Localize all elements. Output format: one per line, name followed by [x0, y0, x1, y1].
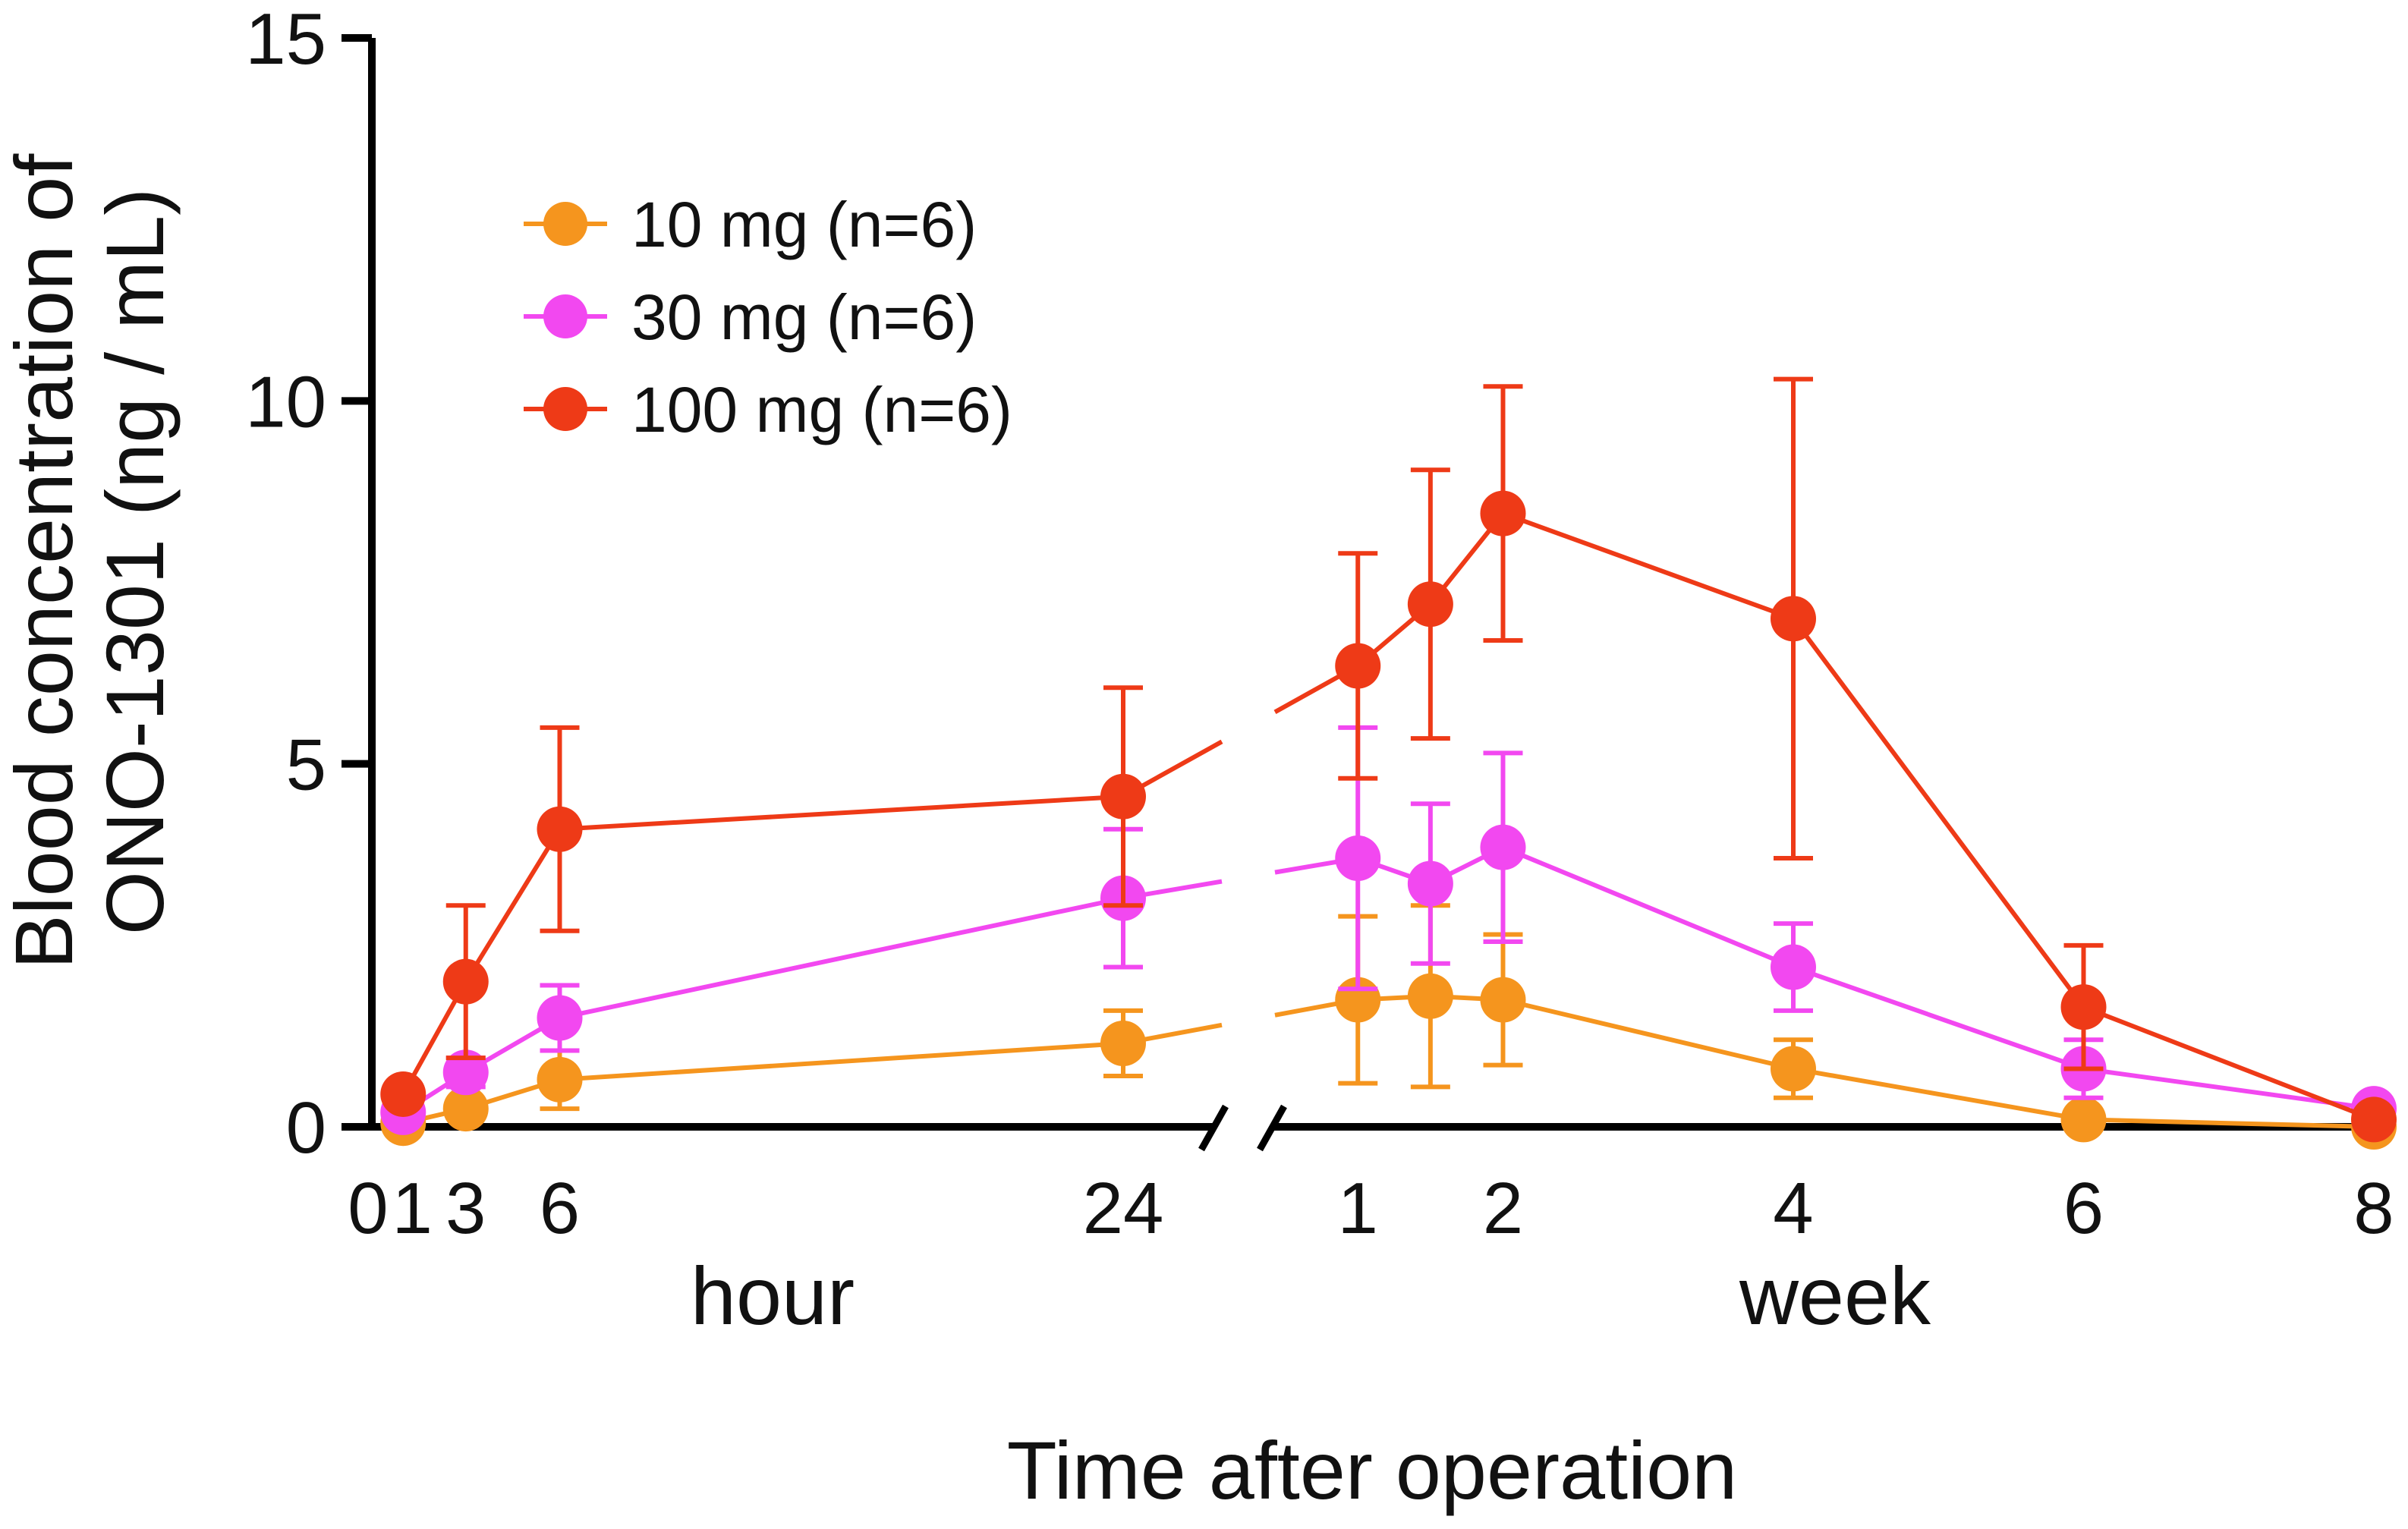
series-1 — [380, 725, 2397, 1135]
data-point — [1100, 1020, 1146, 1066]
data-point — [537, 995, 583, 1041]
data-point — [1335, 643, 1381, 689]
data-point — [442, 1086, 489, 1132]
series-line — [1793, 1066, 2085, 1122]
data-point — [442, 958, 489, 1005]
x-tick-label: 2 — [1483, 1168, 1523, 1249]
legend-label: 100 mg (n=6) — [631, 374, 1012, 445]
axis-break-mark-left — [1198, 1104, 1229, 1152]
week-unit-label: week — [1739, 1250, 1931, 1342]
data-point — [1480, 977, 1526, 1023]
y-axis-label-line1: Blood concentration of — [0, 153, 90, 970]
axes-layer — [368, 38, 2374, 1152]
legend-label: 10 mg (n=6) — [631, 189, 977, 260]
x-tick-label: 0 — [348, 1168, 388, 1249]
series-line — [2082, 1005, 2375, 1122]
x-ticks: 0 1 3 6 24 1 2 4 6 8 — [348, 1168, 2394, 1249]
data-point — [1771, 1046, 1816, 1092]
series-line — [464, 828, 562, 983]
series-line — [1793, 964, 2085, 1071]
series-line — [1502, 997, 1794, 1071]
y-tick-label: 15 — [245, 0, 326, 80]
y-tick-label: 5 — [286, 725, 326, 806]
series-line — [559, 794, 1124, 832]
series-line — [2083, 1117, 2375, 1129]
y-tick-label: 10 — [245, 361, 326, 442]
x-tick-label: 6 — [540, 1168, 580, 1249]
data-point — [2351, 1096, 2397, 1143]
legend-marker — [543, 294, 587, 338]
y-axis-label-line2: ONO-1301 (ng / mL) — [89, 188, 181, 935]
data-point — [1100, 773, 1146, 820]
data-point — [1480, 824, 1526, 870]
x-tick-label: 8 — [2353, 1168, 2394, 1249]
series-2 — [380, 376, 2397, 1143]
data-point — [1771, 944, 1816, 990]
data-point — [1771, 596, 1816, 642]
series-line — [1502, 511, 1795, 621]
data-point — [1335, 835, 1381, 882]
data-point — [1407, 581, 1453, 628]
hour-unit-label: hour — [691, 1250, 855, 1342]
y-tick-label: 0 — [286, 1087, 326, 1169]
data-point — [1407, 860, 1453, 907]
data-point — [2060, 984, 2107, 1030]
series-line — [1502, 845, 1795, 970]
data-point — [380, 1071, 427, 1117]
data-point — [537, 1056, 583, 1103]
x-tick-label: 4 — [1773, 1168, 1813, 1249]
series-0 — [380, 903, 2397, 1150]
legend-marker — [543, 387, 587, 431]
y-ticks: 0 5 10 15 — [245, 0, 372, 1169]
legend-marker — [543, 202, 587, 246]
series-line — [1791, 617, 2085, 1008]
x-tick-label: 1 — [1338, 1168, 1378, 1249]
data-point — [1407, 973, 1453, 1019]
data-point — [442, 1049, 489, 1096]
series-line — [559, 1040, 1124, 1082]
series-layer — [380, 376, 2397, 1150]
data-point — [537, 806, 583, 852]
legend: 10 mg (n=6) 30 mg (n=6) 100 mg (n=6) — [524, 189, 1012, 445]
data-point — [2060, 1096, 2107, 1143]
y-axis-label: Blood concentration of ONO-1301 (ng / mL… — [0, 153, 181, 970]
x-tick-label: 1 — [392, 1168, 433, 1249]
x-axis-label: Time after operation — [1007, 1424, 1737, 1516]
legend-label: 30 mg (n=6) — [631, 282, 977, 353]
data-point — [1480, 490, 1526, 536]
x-tick-label: 6 — [2063, 1168, 2104, 1249]
x-tick-label: 24 — [1083, 1168, 1164, 1249]
x-tick-label: 3 — [445, 1168, 486, 1249]
axis-break-mark-right — [1257, 1104, 1287, 1152]
series-line — [559, 895, 1124, 1021]
